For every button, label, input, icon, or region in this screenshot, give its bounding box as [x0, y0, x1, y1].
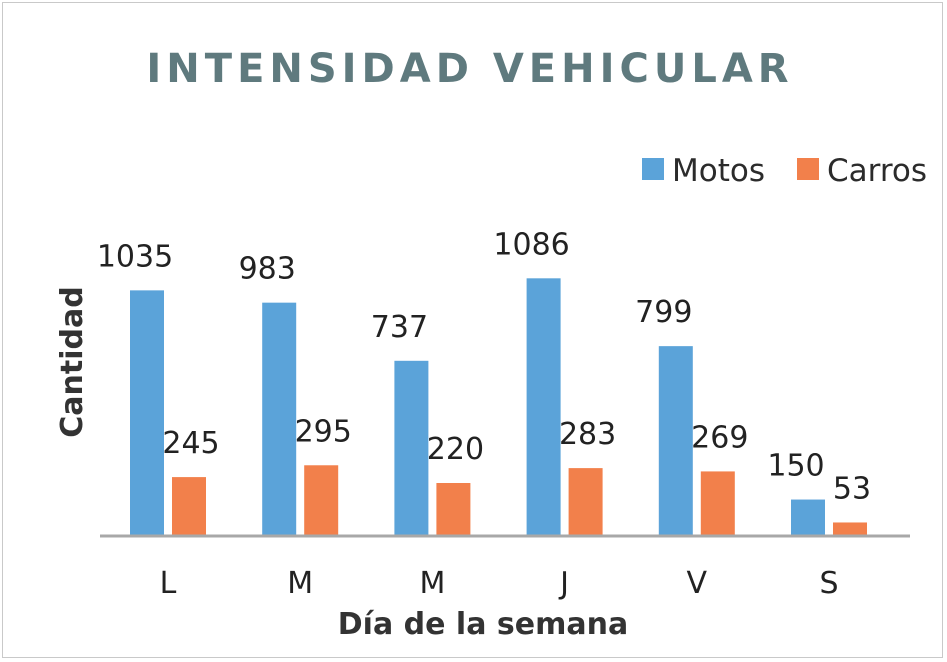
legend: Motos Carros: [642, 153, 927, 189]
bar-carros-5: [833, 522, 867, 535]
data-label-carros-3: 283: [559, 417, 616, 452]
chart-title: INTENSIDAD VEHICULAR: [146, 46, 793, 92]
bar-carros-0: [172, 477, 206, 535]
bar-motos-1: [262, 302, 297, 535]
data-label-carros-1: 295: [295, 414, 352, 449]
x-tick-label-2: M: [419, 566, 445, 601]
data-label-carros-0: 245: [162, 426, 219, 461]
bar-carros-4: [700, 471, 735, 535]
data-label-carros-2: 220: [427, 432, 484, 467]
y-axis-label: Cantidad: [55, 286, 90, 437]
data-label-motos-4: 799: [635, 295, 692, 330]
legend-swatch-carros: [797, 158, 819, 180]
data-label-carros-4: 269: [691, 420, 748, 455]
bar-motos-5: [791, 499, 825, 535]
data-label-motos-1: 983: [239, 252, 296, 287]
legend-label-carros: Carros: [827, 153, 927, 189]
x-axis-label: Día de la semana: [338, 607, 628, 642]
x-tick-label-5: S: [819, 566, 838, 601]
bar-motos-0: [130, 290, 164, 535]
x-tick-label-0: L: [160, 566, 177, 601]
data-label-motos-3: 1086: [493, 227, 569, 262]
plot-area: 1035 245 L 983 295 M 737 220 M 1086 283 J 799 269 V 150…: [97, 227, 871, 601]
bar-carros-1: [304, 465, 339, 535]
x-tick-label-4: V: [687, 566, 708, 601]
legend-label-motos: Motos: [672, 153, 765, 189]
data-label-carros-5: 53: [833, 471, 871, 506]
bar-motos-2: [394, 360, 429, 535]
bar-carros-2: [436, 483, 471, 535]
data-label-motos-2: 737: [371, 310, 428, 345]
x-tick-label-1: M: [287, 566, 313, 601]
data-label-motos-5: 150: [767, 449, 824, 484]
x-tick-label-3: J: [558, 566, 569, 601]
data-label-motos-0: 1035: [97, 239, 173, 274]
bar-motos-3: [526, 278, 561, 535]
bar-motos-4: [658, 346, 693, 535]
legend-swatch-motos: [642, 158, 664, 180]
bar-carros-3: [568, 468, 603, 535]
